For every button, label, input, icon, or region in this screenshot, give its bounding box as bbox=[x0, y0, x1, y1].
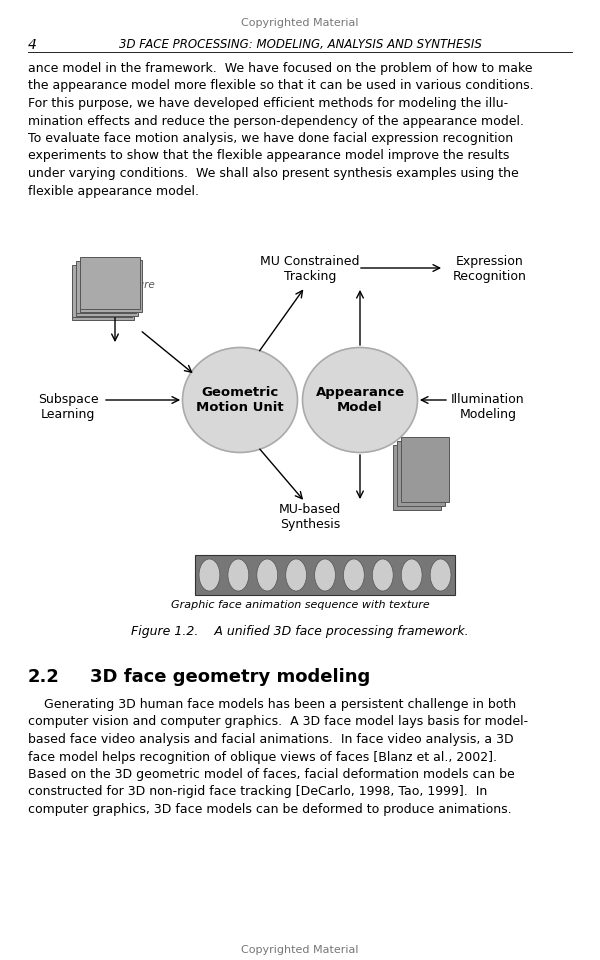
Text: Learning: Learning bbox=[41, 408, 95, 421]
Ellipse shape bbox=[199, 559, 220, 591]
Text: Appearance
Model: Appearance Model bbox=[316, 386, 404, 414]
Text: To evaluate face motion analysis, we have done facial expression recognition: To evaluate face motion analysis, we hav… bbox=[28, 132, 513, 145]
Text: data: data bbox=[103, 295, 127, 305]
Text: mination effects and reduce the person-dependency of the appearance model.: mination effects and reduce the person-d… bbox=[28, 114, 524, 128]
Text: Recognition: Recognition bbox=[453, 270, 527, 283]
Ellipse shape bbox=[302, 348, 418, 452]
Ellipse shape bbox=[343, 559, 364, 591]
Ellipse shape bbox=[228, 559, 249, 591]
Bar bbox=[401, 437, 449, 502]
Text: ance model in the framework.  We have focused on the problem of how to make: ance model in the framework. We have foc… bbox=[28, 62, 533, 75]
Text: MU Constrained: MU Constrained bbox=[260, 255, 360, 268]
Text: 2.2: 2.2 bbox=[28, 668, 60, 686]
Text: Illumination: Illumination bbox=[451, 393, 525, 406]
Text: based face video analysis and facial animations.  In face video analysis, a 3D: based face video analysis and facial ani… bbox=[28, 733, 514, 746]
Text: Tracking: Tracking bbox=[284, 270, 336, 283]
Bar bbox=[80, 257, 140, 309]
Ellipse shape bbox=[286, 559, 307, 591]
Text: For this purpose, we have developed efficient methods for modeling the illu-: For this purpose, we have developed effi… bbox=[28, 97, 508, 110]
Ellipse shape bbox=[430, 559, 451, 591]
Ellipse shape bbox=[257, 559, 278, 591]
Text: Geometric
Motion Unit: Geometric Motion Unit bbox=[196, 386, 284, 414]
Text: face model helps recognition of oblique views of faces [Blanz et al., 2002].: face model helps recognition of oblique … bbox=[28, 751, 497, 763]
Text: 3D face geometry modeling: 3D face geometry modeling bbox=[90, 668, 370, 686]
Text: computer vision and computer graphics.  A 3D face model lays basis for model-: computer vision and computer graphics. A… bbox=[28, 715, 528, 729]
Text: Copyrighted Material: Copyrighted Material bbox=[241, 18, 359, 28]
Text: constructed for 3D non-rigid face tracking [DeCarlo, 1998, Tao, 1999].  In: constructed for 3D non-rigid face tracki… bbox=[28, 785, 487, 799]
Text: Motion capture: Motion capture bbox=[76, 280, 154, 290]
Text: MU-based: MU-based bbox=[279, 503, 341, 516]
Bar bbox=[76, 261, 136, 313]
FancyBboxPatch shape bbox=[76, 264, 138, 316]
Bar bbox=[195, 555, 455, 595]
FancyBboxPatch shape bbox=[80, 260, 142, 312]
Text: the appearance model more flexible so that it can be used in various conditions.: the appearance model more flexible so th… bbox=[28, 80, 533, 92]
Bar bbox=[397, 441, 445, 506]
FancyBboxPatch shape bbox=[72, 268, 134, 320]
Text: Subspace: Subspace bbox=[38, 393, 98, 406]
Text: Generating 3D human face models has been a persistent challenge in both: Generating 3D human face models has been… bbox=[28, 698, 516, 711]
Text: Figure 1.2.    A unified 3D face processing framework.: Figure 1.2. A unified 3D face processing… bbox=[131, 625, 469, 638]
Text: Based on the 3D geometric model of faces, facial deformation models can be: Based on the 3D geometric model of faces… bbox=[28, 768, 515, 781]
Text: Modeling: Modeling bbox=[460, 408, 517, 421]
Text: under varying conditions.  We shall also present synthesis examples using the: under varying conditions. We shall also … bbox=[28, 167, 519, 180]
Text: experiments to show that the flexible appearance model improve the results: experiments to show that the flexible ap… bbox=[28, 150, 509, 162]
Text: 4: 4 bbox=[28, 38, 37, 52]
Text: computer graphics, 3D face models can be deformed to produce animations.: computer graphics, 3D face models can be… bbox=[28, 803, 512, 816]
Ellipse shape bbox=[373, 559, 393, 591]
Text: 3D FACE PROCESSING: MODELING, ANALYSIS AND SYNTHESIS: 3D FACE PROCESSING: MODELING, ANALYSIS A… bbox=[119, 38, 481, 51]
Ellipse shape bbox=[182, 348, 298, 452]
Ellipse shape bbox=[401, 559, 422, 591]
Ellipse shape bbox=[314, 559, 335, 591]
Text: flexible appearance model.: flexible appearance model. bbox=[28, 184, 199, 198]
Bar bbox=[72, 265, 132, 317]
Text: Synthesis: Synthesis bbox=[280, 518, 340, 531]
Bar bbox=[393, 445, 441, 510]
Text: Expression: Expression bbox=[456, 255, 524, 268]
Text: Graphic face animation sequence with texture: Graphic face animation sequence with tex… bbox=[170, 600, 430, 610]
Text: Copyrighted Material: Copyrighted Material bbox=[241, 945, 359, 955]
